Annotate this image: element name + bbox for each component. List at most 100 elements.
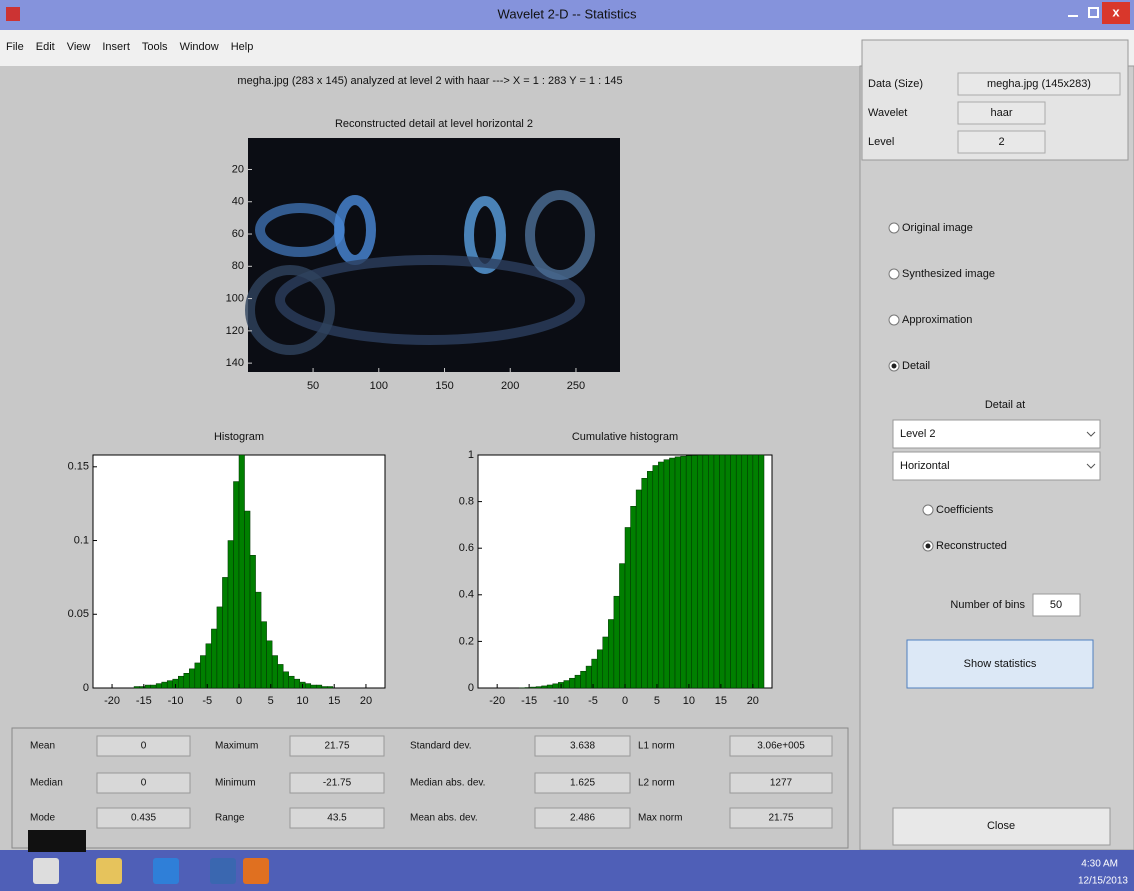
bar	[569, 678, 575, 688]
bar	[736, 455, 742, 688]
bar	[256, 592, 262, 688]
bar	[758, 455, 764, 688]
bar	[586, 666, 592, 688]
bar	[642, 478, 648, 688]
stat-label: L1 norm	[638, 741, 675, 752]
x-tick-label: -5	[588, 695, 598, 707]
bar	[703, 455, 709, 688]
radio-label[interactable]: Reconstructed	[936, 540, 1007, 552]
bar	[145, 685, 151, 688]
y-tick-label: 20	[232, 163, 244, 175]
bar	[222, 577, 228, 688]
stat-value: 0.435	[131, 813, 156, 824]
taskbar-icon[interactable]	[243, 858, 269, 884]
bar	[575, 675, 581, 688]
stat-label: Max norm	[638, 813, 682, 824]
bar	[200, 656, 206, 688]
bar	[753, 455, 759, 688]
taskbar-icon[interactable]	[210, 858, 236, 884]
close-icon: x	[1112, 4, 1120, 19]
stat-label: Median	[30, 778, 63, 789]
bar	[720, 455, 726, 688]
bar	[250, 555, 256, 688]
radio-button[interactable]	[889, 315, 899, 325]
clock-time: 4:30 AM	[1081, 859, 1118, 870]
bar	[184, 673, 190, 688]
radio-label[interactable]: Synthesized image	[902, 268, 995, 280]
x-tick-label: 250	[567, 380, 585, 392]
radio-button[interactable]	[889, 223, 899, 233]
bar	[311, 685, 317, 688]
bar	[536, 687, 542, 688]
stat-value: 21.75	[768, 813, 793, 824]
x-tick-label: 15	[328, 695, 340, 707]
x-tick-label: 20	[747, 695, 759, 707]
bar	[597, 650, 603, 688]
radio-label[interactable]: Detail	[902, 360, 930, 372]
app-icon	[6, 7, 20, 21]
detail-at-label: Detail at	[985, 399, 1025, 411]
bar	[206, 644, 212, 688]
x-tick-label: 15	[715, 695, 727, 707]
bar	[647, 471, 653, 688]
bar	[681, 456, 687, 688]
bar	[211, 629, 217, 688]
bar	[547, 685, 553, 688]
bar	[731, 455, 737, 688]
bar	[322, 687, 328, 688]
bar	[553, 684, 559, 688]
bar	[564, 681, 570, 688]
bar	[233, 482, 239, 688]
stat-label: Standard dev.	[410, 741, 472, 752]
x-tick-label: -10	[553, 695, 569, 707]
taskbar-icon[interactable]	[96, 858, 122, 884]
x-tick-label: -15	[521, 695, 537, 707]
stat-value: 2.486	[570, 813, 595, 824]
bar	[272, 656, 278, 688]
minimize-button[interactable]	[1062, 4, 1084, 22]
field-value: 2	[998, 136, 1004, 148]
bar	[603, 637, 609, 688]
y-tick-label: 0.15	[68, 461, 89, 473]
menu-item[interactable]: Tools	[142, 41, 168, 53]
radio-label[interactable]: Coefficients	[936, 504, 994, 516]
radio-dot	[926, 544, 931, 549]
header-text: megha.jpg (283 x 145) analyzed at level …	[237, 75, 622, 87]
y-tick-label: 140	[226, 357, 244, 369]
radio-label[interactable]: Approximation	[902, 314, 972, 326]
x-tick-label: 10	[296, 695, 308, 707]
bar	[542, 686, 548, 688]
radio-label[interactable]: Original image	[902, 222, 973, 234]
x-tick-label: -20	[489, 695, 505, 707]
x-tick-label: 100	[370, 380, 388, 392]
bar	[669, 458, 675, 688]
menu-item[interactable]: File	[6, 41, 24, 53]
stat-label: Mean abs. dev.	[410, 813, 478, 824]
x-tick-label: 20	[360, 695, 372, 707]
bar	[675, 457, 681, 688]
bar	[178, 676, 184, 688]
x-tick-label: -10	[168, 695, 184, 707]
menu-item[interactable]: Help	[231, 41, 254, 53]
bar	[162, 682, 168, 688]
menu-item[interactable]: View	[67, 41, 91, 53]
menu-item[interactable]: Insert	[102, 41, 130, 53]
bins-label: Number of bins	[950, 599, 1025, 611]
radio-button[interactable]	[889, 269, 899, 279]
radio-dot	[892, 364, 897, 369]
bar	[195, 663, 201, 688]
y-tick-label: 0.8	[459, 496, 474, 508]
stat-label: Mean	[30, 741, 55, 752]
menu-item[interactable]: Window	[180, 41, 219, 53]
stat-label: Maximum	[215, 741, 258, 752]
menu-item[interactable]: Edit	[36, 41, 55, 53]
taskbar-icon[interactable]	[153, 858, 179, 884]
x-tick-label: 5	[268, 695, 274, 707]
radio-button[interactable]	[923, 505, 933, 515]
tray-indicator	[28, 830, 86, 852]
bar	[134, 687, 140, 688]
stat-label: Range	[215, 813, 245, 824]
x-tick-label: 150	[435, 380, 453, 392]
taskbar-icon[interactable]	[33, 858, 59, 884]
window: Wavelet 2-D -- Statistics x FileEditView…	[0, 0, 1134, 891]
